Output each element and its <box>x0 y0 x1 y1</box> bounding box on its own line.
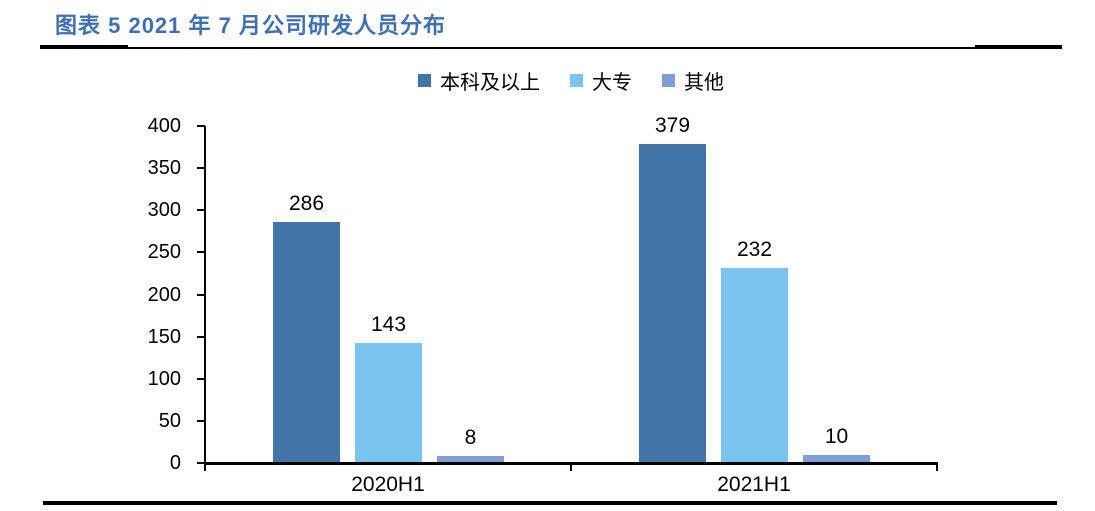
y-axis-tick <box>197 167 205 170</box>
bar-2020H1-series2 <box>355 343 422 463</box>
bar-value-label: 8 <box>464 426 477 449</box>
y-axis-tick <box>197 462 205 464</box>
x-axis-category-label: 2020H1 <box>351 473 425 496</box>
x-axis-category-label: 2021H1 <box>717 473 791 496</box>
legend-label: 大专 <box>592 72 632 94</box>
y-axis-tick <box>197 125 205 127</box>
legend-swatch-icon <box>570 74 583 87</box>
y-axis-tick-label: 350 <box>147 157 181 180</box>
bar-value-label: 143 <box>370 313 407 336</box>
y-axis-tick-label: 100 <box>147 367 181 390</box>
y-axis-tick <box>197 377 205 380</box>
bar-value-label: 286 <box>288 192 325 215</box>
figure-bottom-rule <box>43 501 1057 505</box>
y-axis-tick-label: 250 <box>147 241 181 264</box>
x-axis-tick <box>204 463 206 471</box>
y-axis-tick <box>197 335 205 338</box>
legend-item-1: 本科及以上 <box>418 66 540 95</box>
legend-label: 本科及以上 <box>440 72 540 94</box>
bar-value-label: 379 <box>654 114 691 137</box>
legend-swatch-icon <box>662 74 675 87</box>
legend-swatch-icon <box>418 74 431 87</box>
title-rule <box>40 47 1062 49</box>
legend-item-2: 大专 <box>570 66 632 95</box>
y-axis-line <box>204 126 206 463</box>
legend-item-3: 其他 <box>662 66 724 95</box>
x-axis-tick <box>570 463 572 471</box>
bar-value-label: 10 <box>824 425 849 448</box>
y-axis-tick <box>197 419 205 422</box>
figure-title: 图表 5 2021 年 7 月公司研发人员分布 <box>55 13 446 38</box>
y-axis-tick-label: 300 <box>147 199 181 222</box>
bar-2020H1-series1 <box>273 222 340 463</box>
bar-value-label: 232 <box>736 238 773 261</box>
y-axis-tick-label: 400 <box>147 115 181 137</box>
y-axis-tick <box>197 209 205 212</box>
y-axis-tick-label: 150 <box>147 325 181 348</box>
bar-2021H1-series2 <box>721 268 788 463</box>
y-axis-tick-label: 0 <box>169 452 181 474</box>
y-axis-tick-label: 200 <box>147 283 181 306</box>
bar-2020H1-series3 <box>437 456 504 463</box>
y-axis-tick <box>197 293 205 296</box>
bar-2021H1-series1 <box>639 144 706 463</box>
title-rule-thick-right <box>975 45 1062 49</box>
chart-legend: 本科及以上 大专 其他 <box>205 66 937 95</box>
y-axis-tick <box>197 251 205 254</box>
bar-2021H1-series3 <box>803 455 870 463</box>
legend-label: 其他 <box>684 72 724 94</box>
x-axis-tick <box>936 463 938 471</box>
y-axis-tick-label: 50 <box>158 409 181 432</box>
